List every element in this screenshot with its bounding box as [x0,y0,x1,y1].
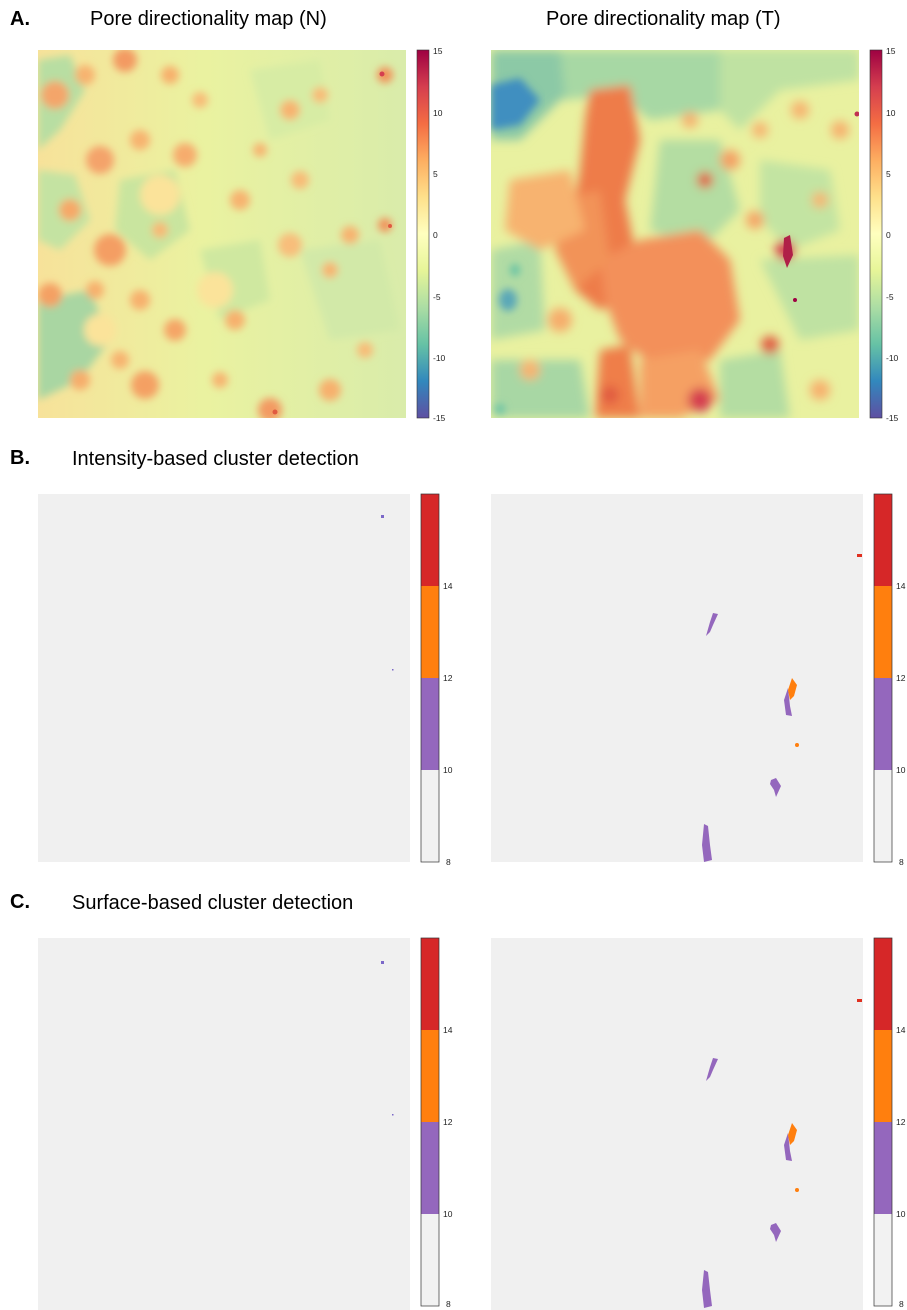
cbar-t-tick-m5: -5 [886,292,894,302]
cbar-c-t-tick-14: 14 [896,1025,906,1035]
cluster-c-t-red [857,999,862,1002]
cbar-b-t-tick-12: 12 [896,673,906,683]
panel-a-label: A. [10,8,30,30]
clusters-b-t [702,554,862,862]
cluster-map-b-n [38,494,410,862]
colorbar-c-t [873,937,893,1307]
cbar-c-t-tick-12: 12 [896,1117,906,1127]
cbar-c-n-tick-10: 10 [443,1209,453,1219]
cluster-c-n-1 [381,961,384,964]
cbar-b-n-tick-10: 10 [443,765,453,775]
heatmap-t [491,50,859,418]
cluster-b-t-red [857,554,862,557]
chart-title-n: Pore directionality map (N) [90,8,327,30]
colorbar-b-n [420,493,440,863]
cluster-c-n-2 [392,1114,394,1116]
cbar-b-n-tick-8: 8 [446,857,451,867]
cbar-n-tick-15: 15 [433,46,443,56]
clusters-c-t [702,999,862,1308]
panel-c-label: C. [10,891,30,913]
cbar-t-tick-m15: -15 [886,413,899,423]
cluster-b-n-2 [392,669,394,671]
colorbar-c-n [420,937,440,1307]
cbar-c-n-tick-8: 8 [446,1299,451,1309]
cbar-t-tick-15: 15 [886,46,896,56]
cbar-c-n-tick-14: 14 [443,1025,453,1035]
cbar-t-tick-5: 5 [886,169,891,179]
cluster-map-c-t [491,938,863,1310]
cbar-n-tick-5: 5 [433,169,438,179]
panel-b-title: Intensity-based cluster detection [72,448,359,470]
cbar-c-t-tick-10: 10 [896,1209,906,1219]
colorbar-n [416,49,430,419]
cbar-n-tick-m10: -10 [433,353,446,363]
cbar-n-tick-m15: -15 [433,413,446,423]
chart-title-t: Pore directionality map (T) [546,8,781,30]
cbar-b-t-tick-8: 8 [899,857,904,867]
colorbar-b-t [873,493,893,863]
cbar-b-t-tick-14: 14 [896,581,906,591]
cbar-c-n-tick-12: 12 [443,1117,453,1127]
cbar-b-n-tick-14: 14 [443,581,453,591]
panel-c-title: Surface-based cluster detection [72,892,354,914]
cluster-map-c-n [38,938,410,1310]
colorbar-t [869,49,883,419]
cbar-b-n-tick-12: 12 [443,673,453,683]
cbar-n-tick-m5: -5 [433,292,441,302]
panel-b-label: B. [10,447,30,469]
cbar-b-t-tick-10: 10 [896,765,906,775]
cbar-t-tick-10: 10 [886,108,896,118]
cluster-map-b-t [491,494,863,862]
cbar-c-t-tick-8: 8 [899,1299,904,1309]
cbar-t-tick-0: 0 [886,230,891,240]
cbar-n-tick-0: 0 [433,230,438,240]
cbar-n-tick-10: 10 [433,108,443,118]
heatmap-n [38,50,406,418]
cluster-b-n-1 [381,515,384,518]
cbar-t-tick-m10: -10 [886,353,899,363]
